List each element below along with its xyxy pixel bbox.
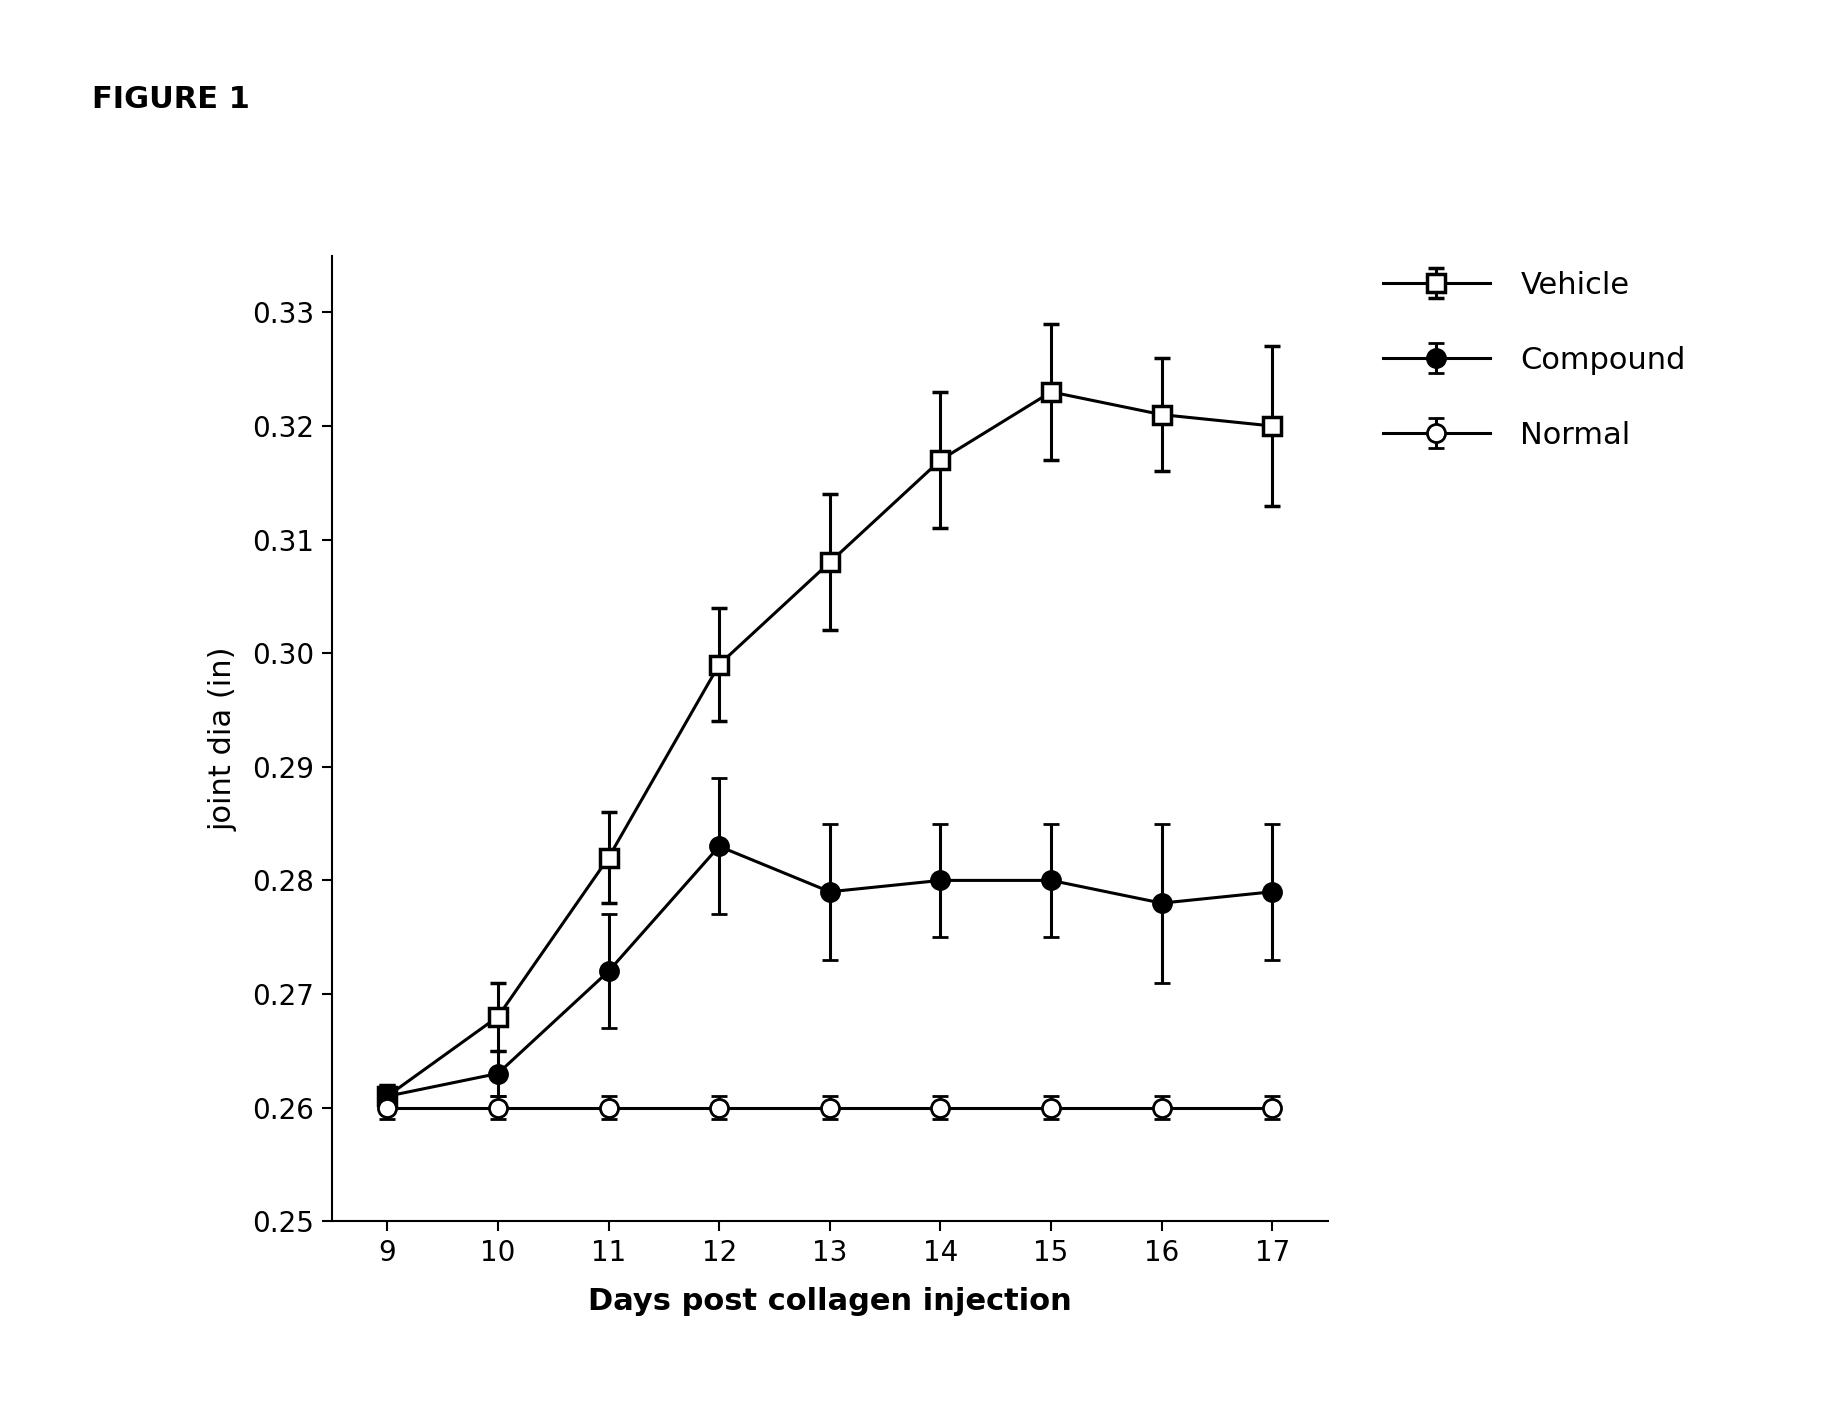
Text: FIGURE 1: FIGURE 1 [92, 85, 251, 114]
Legend: Vehicle, Compound, Normal: Vehicle, Compound, Normal [1368, 256, 1700, 464]
Y-axis label: joint dia (in): joint dia (in) [208, 646, 238, 831]
X-axis label: Days post collagen injection: Days post collagen injection [588, 1287, 1071, 1316]
